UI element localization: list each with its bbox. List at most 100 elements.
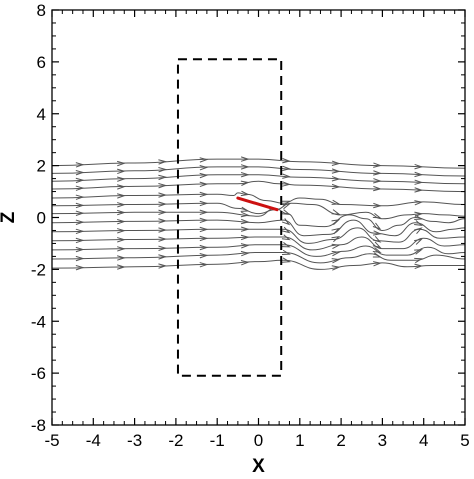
flow-arrowhead xyxy=(372,252,382,258)
flow-arrowhead xyxy=(199,235,209,242)
flow-arrowhead xyxy=(75,264,85,271)
x-tick-label: 0 xyxy=(254,431,263,450)
flow-arrowhead xyxy=(158,227,168,233)
flow-arrowhead xyxy=(414,211,424,217)
x-tick-label: -2 xyxy=(168,431,183,450)
flow-arrowhead xyxy=(158,174,168,181)
flow-arrowhead xyxy=(331,209,341,215)
flow-arrowhead xyxy=(199,217,209,224)
flow-arrowhead xyxy=(282,165,292,172)
flow-arrowhead xyxy=(373,202,382,209)
streamline-4 xyxy=(51,180,466,193)
x-axis-title: X xyxy=(252,456,265,477)
flow-arrowhead xyxy=(282,173,292,179)
y-tick-label: 8 xyxy=(37,1,46,20)
flow-arrowhead xyxy=(240,190,250,197)
streamline-13 xyxy=(51,259,465,270)
flow-arrowhead xyxy=(331,160,341,166)
flow-arrowhead xyxy=(158,209,168,215)
flow-arrowhead xyxy=(240,243,250,249)
flow-arrowhead xyxy=(281,203,291,210)
flow-arrowhead xyxy=(414,171,424,178)
flow-arrowhead xyxy=(281,242,291,248)
x-tick-label: 2 xyxy=(336,431,345,450)
flow-arrowhead xyxy=(331,219,341,226)
flow-arrowhead xyxy=(281,257,291,263)
flow-arrowhead xyxy=(240,156,250,162)
x-tick-label: 5 xyxy=(460,431,469,450)
flow-arrowhead xyxy=(116,160,126,167)
x-tick-label: -1 xyxy=(210,431,225,450)
flow-arrowhead xyxy=(158,245,168,251)
flow-arrowhead xyxy=(331,176,341,182)
flow-arrowhead xyxy=(373,178,382,184)
flow-arrowhead xyxy=(414,163,424,170)
flow-arrowhead xyxy=(75,194,85,200)
flow-arrowhead xyxy=(117,209,126,216)
flow-arrowhead xyxy=(331,168,341,174)
flow-arrowhead xyxy=(117,218,126,225)
flow-arrowhead xyxy=(117,246,126,252)
flow-arrowhead xyxy=(158,254,168,260)
flow-arrowhead xyxy=(117,228,126,234)
x-tick-label: -5 xyxy=(44,431,59,450)
x-tick-label: 3 xyxy=(378,431,387,450)
flow-arrowhead xyxy=(414,238,423,245)
flow-arrowhead xyxy=(414,249,424,255)
y-tick-label: 0 xyxy=(37,209,46,228)
flow-arrowhead xyxy=(281,218,291,226)
flow-arrowhead xyxy=(75,202,85,209)
flow-arrowhead xyxy=(331,250,341,257)
flow-arrowhead xyxy=(158,182,168,189)
flow-arrowhead xyxy=(75,237,85,244)
flow-arrowhead xyxy=(373,162,382,168)
flow-arrowhead xyxy=(373,261,382,267)
flow-arrowhead xyxy=(240,180,250,186)
flow-arrowhead xyxy=(240,172,250,178)
flow-arrowhead xyxy=(414,187,424,193)
flow-arrowhead xyxy=(414,200,424,206)
flow-arrowhead xyxy=(75,255,85,262)
flow-arrowhead xyxy=(199,165,209,171)
flow-arrowhead xyxy=(240,250,250,257)
flow-arrowhead xyxy=(281,249,291,255)
flow-arrowhead xyxy=(75,162,85,168)
y-tick-label: -4 xyxy=(31,312,46,331)
flow-arrowhead xyxy=(281,234,291,241)
flow-arrowhead xyxy=(158,263,168,269)
y-tick-label: -6 xyxy=(31,364,46,383)
flow-arrowhead xyxy=(116,193,126,199)
flow-arrowhead xyxy=(282,158,292,164)
streamlines xyxy=(51,156,466,271)
dashed-box-layer xyxy=(176,58,283,377)
flow-arrowhead xyxy=(116,184,126,190)
flow-arrowhead xyxy=(75,210,85,216)
red-arrow-segment xyxy=(236,196,279,212)
flow-arrowhead xyxy=(281,209,291,216)
flow-arrowhead xyxy=(372,212,382,219)
flow-arrowhead xyxy=(158,218,168,224)
axis-ticks: -5 -4 -3 -2 -1 0 1 2 3 4 5 -8 -6 -4 -2 0 2 4 6 8 xyxy=(31,1,470,450)
flow-arrowhead xyxy=(372,222,382,230)
flow-arrowhead xyxy=(117,264,126,270)
flow-arrowhead xyxy=(240,260,250,266)
flow-arrowhead xyxy=(199,172,209,179)
y-tick-label: 6 xyxy=(37,53,46,72)
flow-arrowhead xyxy=(158,201,168,207)
flow-arrowhead xyxy=(75,246,85,253)
flow-arrowhead xyxy=(117,255,126,261)
streamline-2 xyxy=(51,166,466,177)
flow-arrowhead xyxy=(199,157,209,163)
flow-arrowhead xyxy=(372,241,382,249)
x-tick-label: 4 xyxy=(419,431,428,450)
flow-arrowhead xyxy=(414,263,424,270)
flow-arrowhead xyxy=(414,214,424,220)
flow-arrowhead xyxy=(199,200,209,207)
flow-arrowhead xyxy=(414,227,423,235)
flow-arrowhead xyxy=(158,159,168,165)
flow-arrowhead xyxy=(117,237,126,243)
x-tick-label: -3 xyxy=(127,431,142,450)
flow-arrowhead xyxy=(75,219,85,225)
flow-arrowhead xyxy=(199,262,209,268)
